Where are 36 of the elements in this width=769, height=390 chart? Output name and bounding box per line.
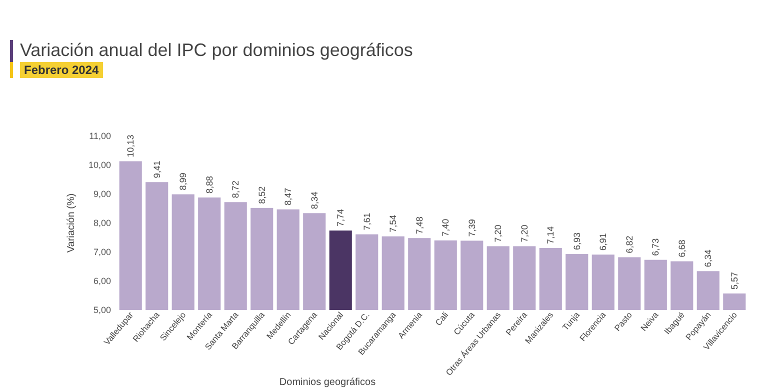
data-label: 7,48 (414, 216, 424, 234)
y-tick-label: 9,00 (93, 188, 111, 199)
y-tick-label: 6,00 (93, 276, 111, 286)
data-label: 7,74 (336, 209, 346, 227)
y-tick-label: 8,00 (93, 218, 111, 228)
data-label: 7,61 (362, 212, 372, 230)
data-label: 7,14 (546, 226, 556, 244)
data-label: 7,20 (519, 224, 530, 242)
data-label: 7,40 (440, 218, 451, 236)
data-label: 9,41 (152, 160, 162, 178)
y-tick-label: 10,00 (88, 160, 111, 170)
y-tick-label: 7,00 (93, 246, 111, 257)
data-label: 8,52 (256, 186, 267, 204)
data-label: 6,91 (598, 233, 608, 251)
chart-title: Variación anual del IPC por dominios geográficos (20, 40, 413, 60)
data-label: 8,88 (204, 176, 214, 194)
data-label: 6,73 (650, 238, 661, 256)
data-label: 7,39 (466, 219, 477, 237)
data-label: 6,68 (676, 240, 687, 258)
data-label: 6,82 (624, 236, 634, 254)
data-label: 8,99 (178, 172, 188, 190)
x-tick-label: Cali (433, 310, 450, 328)
data-label: 6,34 (703, 250, 714, 268)
y-tick-label: 11,00 (89, 130, 111, 141)
data-label: 5,57 (729, 272, 740, 290)
data-label: 10,13 (126, 134, 136, 158)
data-label: 6,93 (572, 232, 582, 250)
data-label: 8,72 (230, 180, 241, 198)
chart-subtitle: Febrero 2024 (24, 63, 100, 77)
data-label: 8,47 (283, 188, 294, 206)
y-tick-label: 5,00 (93, 304, 111, 315)
data-label: 8,34 (309, 192, 320, 210)
x-axis-title: Dominios geográficos (279, 377, 376, 388)
data-label: 7,54 (388, 214, 398, 232)
data-label: 7,20 (493, 224, 504, 242)
y-axis-title: Variación (%) (66, 193, 77, 253)
